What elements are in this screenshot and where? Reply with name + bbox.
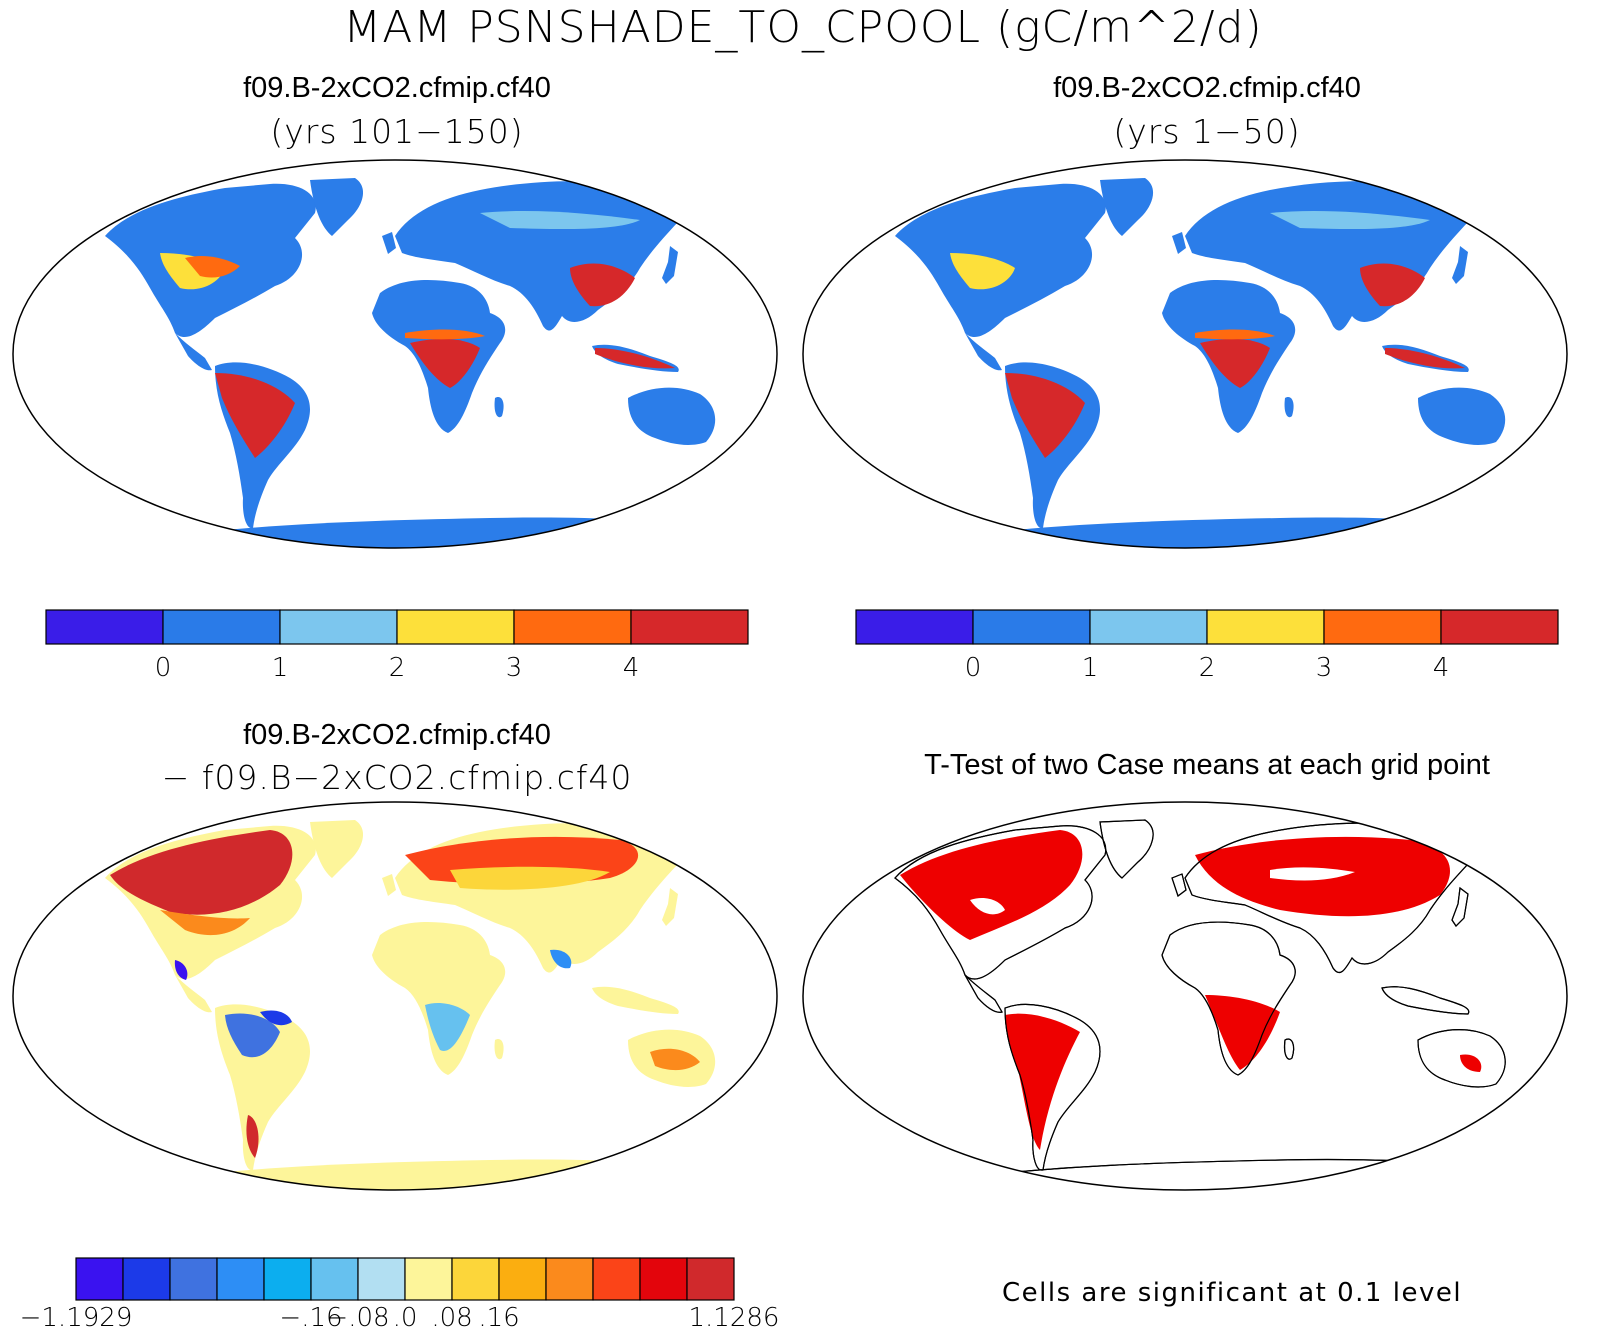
map-panel-3 [12, 801, 778, 1191]
panel-2-title: f09.B-2xCO2.cfmip.cf40 [1053, 72, 1361, 104]
colorbar-tick-label: 0 [965, 653, 982, 683]
colorbar-tick-label: 0 [155, 653, 172, 683]
panel-3-title: f09.B-2xCO2.cfmip.cf40 [243, 719, 551, 751]
panel-3-subtitle: − f09.B−2xCO2.cfmip.cf40 [161, 758, 633, 797]
colorbar-tick-label: 1 [1082, 653, 1099, 683]
colorbar-swatch [75, 1257, 124, 1301]
map-panel-4 [802, 801, 1568, 1191]
colorbar-swatch [639, 1257, 688, 1301]
colorbar-tick-label: .0 [393, 1303, 418, 1333]
colorbar-tick-label: 2 [1199, 653, 1216, 683]
colorbar-swatch [686, 1257, 735, 1301]
colorbar-tick-label: 1.1286 [689, 1303, 780, 1333]
colorbar-swatch [972, 609, 1091, 645]
colorbar-panel-1: 0 1 2 3 4 [45, 609, 749, 683]
colorbar-swatch [216, 1257, 265, 1301]
colorbar-panel-3: −1.1929 −.16−.08.0.08.16 1.1286 [20, 1257, 780, 1333]
colorbar-panel-2: 0 1 2 3 4 [855, 609, 1559, 683]
colorbar-swatch [310, 1257, 359, 1301]
colorbar-swatch [162, 609, 281, 645]
colorbar-swatch [513, 609, 632, 645]
colorbar-swatch [630, 609, 749, 645]
colorbar-swatch [122, 1257, 171, 1301]
map-panel-2 [802, 159, 1568, 549]
panel-1-subtitle: (yrs 101−150) [270, 112, 524, 151]
colorbar-swatch [45, 609, 164, 645]
colorbar-swatch [396, 609, 515, 645]
colorbar-swatch [545, 1257, 594, 1301]
map-panel-1 [12, 159, 778, 549]
panel-4-title: T-Test of two Case means at each grid po… [924, 749, 1490, 781]
colorbar-tick-label: −.08 [326, 1303, 389, 1333]
figure-title: MAM PSNSHADE_TO_CPOOL (gC/m^2/d) [343, 2, 1263, 53]
colorbar-swatch [1323, 609, 1442, 645]
significance-note: Cells are significant at 0.1 level [1002, 1278, 1463, 1308]
colorbar-tick-label: .08 [431, 1303, 472, 1333]
panel-2-subtitle: (yrs 1−50) [1113, 112, 1301, 151]
colorbar-swatch [263, 1257, 312, 1301]
colorbar-swatch [451, 1257, 500, 1301]
panel-1-title: f09.B-2xCO2.cfmip.cf40 [243, 72, 551, 104]
colorbar-tick-label: .16 [478, 1303, 519, 1333]
colorbar-tick-label: 2 [389, 653, 406, 683]
colorbar-tick-label: 3 [1316, 653, 1333, 683]
colorbar-tick-label: 3 [506, 653, 523, 683]
colorbar-swatch [1206, 609, 1325, 645]
colorbar-tick-label: 1 [272, 653, 289, 683]
colorbar-tick-label: 4 [623, 653, 640, 683]
colorbar-swatch [357, 1257, 406, 1301]
colorbar-swatch [498, 1257, 547, 1301]
colorbar-swatch [169, 1257, 218, 1301]
colorbar-swatch [1440, 609, 1559, 645]
colorbar-tick-label: −1.1929 [20, 1303, 133, 1333]
colorbar-tick-label: 4 [1433, 653, 1450, 683]
colorbar-swatch [279, 609, 398, 645]
colorbar-swatch [1089, 609, 1208, 645]
colorbar-swatch [404, 1257, 453, 1301]
colorbar-swatch [592, 1257, 641, 1301]
colorbar-swatch [855, 609, 974, 645]
